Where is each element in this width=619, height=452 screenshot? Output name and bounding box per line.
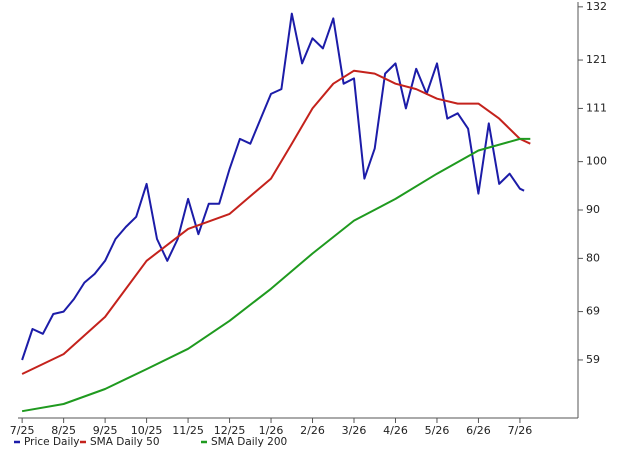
y-tick-label: 69 (586, 305, 600, 318)
series-line (21, 69, 531, 375)
x-tick-label: 7/26 (508, 424, 533, 437)
x-tick-label: 7/25 (10, 424, 35, 437)
x-tick-label: 11/25 (172, 424, 204, 437)
x-tick-label: 3/26 (342, 424, 367, 437)
legend: Price Daily SMA Daily 50 SMA Daily 200 (14, 436, 287, 448)
series-line (21, 137, 531, 413)
x-tick-label: 6/26 (466, 424, 491, 437)
y-tick-label: 121 (586, 53, 607, 66)
x-tick-label: 10/25 (131, 424, 163, 437)
x-tick-label: 9/25 (93, 424, 118, 437)
legend-label: SMA Daily 200 (211, 436, 287, 448)
y-tick-label: 132 (586, 0, 607, 13)
x-tick-label: 2/26 (300, 424, 325, 437)
x-tick-label: 12/25 (214, 424, 246, 437)
series-line (21, 12, 525, 361)
x-tick-label: 4/26 (383, 424, 408, 437)
legend-label: SMA Daily 50 (90, 436, 160, 448)
legend-label: Price Daily (24, 436, 80, 448)
x-tick-label: 1/26 (259, 424, 284, 437)
y-tick-label: 90 (586, 203, 600, 216)
x-tick-label: 8/25 (51, 424, 76, 437)
y-tick-label: 80 (586, 251, 600, 264)
x-tick-label: 5/26 (425, 424, 450, 437)
y-tick-label: 111 (586, 101, 607, 114)
y-tick-label: 59 (586, 353, 600, 366)
y-tick-label: 100 (586, 155, 607, 168)
